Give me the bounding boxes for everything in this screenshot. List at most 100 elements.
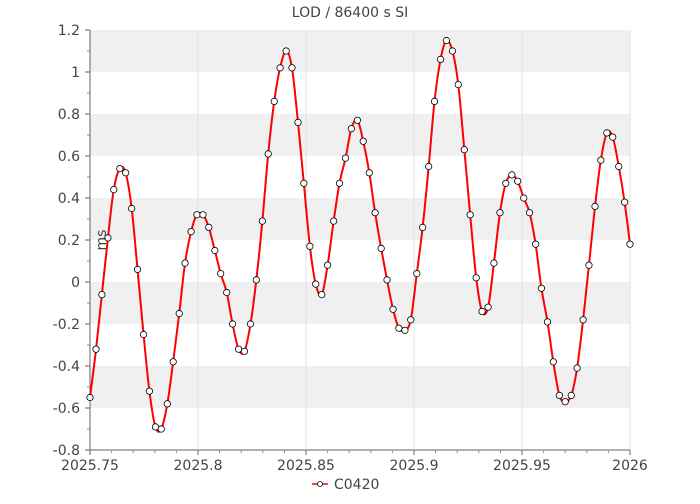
data-point[interactable] [318,290,326,299]
data-point[interactable] [258,217,266,225]
data-point[interactable] [270,97,278,106]
data-point[interactable] [341,154,350,162]
data-point[interactable] [240,347,249,355]
data-point[interactable] [122,169,130,177]
legend[interactable]: C0420 [312,477,379,493]
data-point[interactable] [425,162,433,171]
data-point[interactable] [537,284,546,292]
data-point[interactable] [609,133,617,141]
data-point[interactable] [442,36,450,45]
data-point[interactable] [157,425,165,433]
grid-band [90,30,630,72]
data-point[interactable] [323,261,332,269]
data-point[interactable] [347,125,355,133]
data-point[interactable] [264,150,272,158]
data-point[interactable] [205,223,213,231]
data-point[interactable] [383,276,391,284]
data-point[interactable] [466,211,474,219]
data-point[interactable] [585,261,593,269]
data-point[interactable] [228,320,237,328]
data-point[interactable] [620,198,629,206]
data-point[interactable] [163,400,171,408]
data-point[interactable] [181,259,189,267]
x-tick-label: 2025.9 [390,458,439,474]
data-point[interactable] [110,186,118,194]
data-point[interactable] [246,320,255,328]
data-point[interactable] [514,177,522,185]
data-point[interactable] [92,345,100,353]
data-point[interactable] [561,398,569,406]
data-point[interactable] [419,223,427,231]
data-point[interactable] [626,240,634,248]
data-point[interactable] [436,55,445,64]
data-point[interactable] [579,316,587,324]
data-point[interactable] [532,240,540,248]
data-point[interactable] [300,179,308,187]
data-point[interactable] [401,326,409,334]
data-point[interactable] [335,179,344,187]
data-point[interactable] [252,276,260,284]
data-point[interactable] [448,47,457,55]
data-point[interactable] [389,305,397,313]
data-point[interactable] [276,64,284,72]
data-point[interactable] [525,209,534,217]
data-point[interactable] [211,246,219,255]
data-point[interactable] [116,165,124,173]
data-point[interactable] [567,391,575,399]
data-point[interactable] [133,265,142,273]
x-tick-label: 2025.85 [277,458,335,474]
data-point[interactable] [413,269,421,278]
data-point[interactable] [496,209,504,217]
data-point[interactable] [365,169,373,177]
data-point[interactable] [175,309,183,318]
data-point[interactable] [502,179,510,187]
data-point[interactable] [460,146,468,154]
data-point[interactable] [543,318,552,326]
data-point[interactable] [490,259,498,267]
data-point[interactable] [199,211,207,219]
data-point[interactable] [217,269,225,278]
data-point[interactable] [454,81,462,89]
data-point[interactable] [484,303,492,311]
legend-label: C0420 [334,477,379,493]
data-point[interactable] [478,307,486,315]
data-point[interactable] [615,162,623,171]
data-point[interactable] [591,202,599,210]
data-point[interactable] [549,358,557,366]
data-point[interactable] [282,47,290,55]
y-tick-label: 1 [71,65,80,81]
data-point[interactable] [407,316,415,324]
data-point[interactable] [520,194,528,202]
data-point[interactable] [128,204,136,213]
data-point[interactable] [353,116,362,124]
data-point[interactable] [169,358,177,366]
data-point[interactable] [145,387,153,395]
data-point[interactable] [330,217,338,225]
data-point[interactable] [223,288,231,297]
data-point[interactable] [597,156,605,164]
data-point[interactable] [306,242,314,250]
data-point[interactable] [312,280,320,288]
data-point[interactable] [430,97,439,106]
data-point[interactable] [377,244,385,252]
data-point[interactable] [371,209,379,217]
data-point[interactable] [288,64,296,72]
data-point[interactable] [573,364,581,372]
data-point[interactable] [139,330,148,339]
data-point[interactable] [187,228,195,236]
data-point[interactable] [555,391,563,399]
data-point[interactable] [472,274,480,282]
data-point[interactable] [359,137,367,145]
data-point[interactable] [193,211,201,219]
data-point[interactable] [86,393,94,402]
data-point[interactable] [104,234,112,242]
y-tick-label: 0.6 [58,149,80,165]
data-point[interactable] [508,171,516,179]
y-tick-label: 1.2 [58,23,80,39]
data-point[interactable] [294,118,302,127]
data-point[interactable] [98,290,106,299]
data-point[interactable] [395,324,403,332]
data-point[interactable] [603,129,611,137]
